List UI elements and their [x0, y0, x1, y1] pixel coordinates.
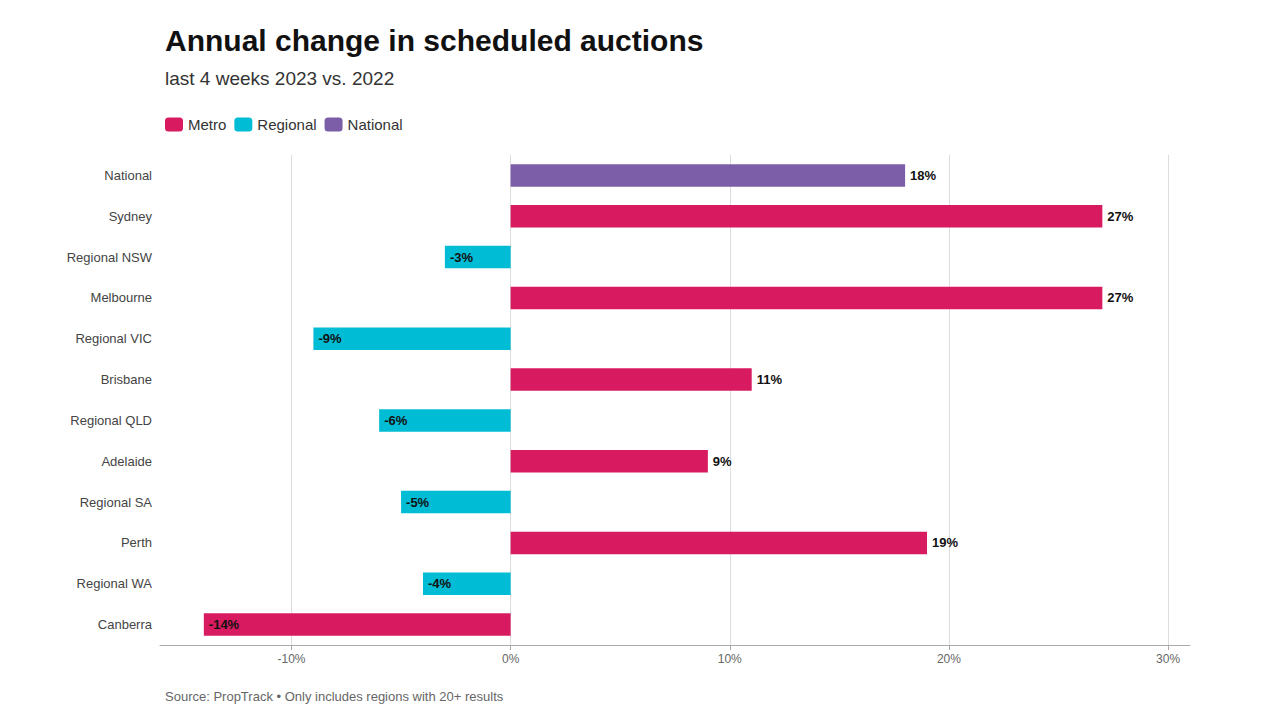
svg-text:-9%: -9%: [318, 331, 342, 346]
svg-text:20%: 20%: [937, 652, 961, 666]
svg-text:-4%: -4%: [428, 576, 452, 591]
svg-text:Metro: Metro: [188, 116, 226, 133]
svg-text:Brisbane: Brisbane: [101, 372, 152, 387]
svg-text:-10%: -10%: [277, 652, 305, 666]
svg-text:National: National: [104, 168, 152, 183]
svg-text:National: National: [348, 116, 403, 133]
svg-text:27%: 27%: [1107, 209, 1133, 224]
svg-text:Adelaide: Adelaide: [101, 454, 152, 469]
svg-text:-5%: -5%: [406, 495, 430, 510]
svg-text:Perth: Perth: [121, 535, 152, 550]
svg-text:11%: 11%: [757, 372, 783, 387]
svg-text:0%: 0%: [502, 652, 520, 666]
svg-text:18%: 18%: [910, 168, 936, 183]
svg-text:last 4 weeks 2023 vs. 2022: last 4 weeks 2023 vs. 2022: [165, 68, 394, 89]
svg-text:Source: PropTrack • Only inclu: Source: PropTrack • Only includes region…: [165, 689, 504, 704]
svg-text:Regional WA: Regional WA: [77, 576, 153, 591]
svg-text:-14%: -14%: [209, 617, 240, 632]
svg-text:Regional QLD: Regional QLD: [70, 413, 152, 428]
svg-text:Regional NSW: Regional NSW: [67, 250, 153, 265]
svg-text:-3%: -3%: [450, 250, 474, 265]
svg-text:-6%: -6%: [384, 413, 408, 428]
svg-text:10%: 10%: [718, 652, 742, 666]
svg-text:Annual change in scheduled auc: Annual change in scheduled auctions: [165, 24, 703, 57]
svg-text:9%: 9%: [713, 454, 732, 469]
svg-text:19%: 19%: [932, 535, 958, 550]
svg-text:Regional VIC: Regional VIC: [75, 331, 152, 346]
svg-text:Sydney: Sydney: [109, 209, 153, 224]
svg-text:27%: 27%: [1107, 290, 1133, 305]
svg-text:30%: 30%: [1156, 652, 1180, 666]
svg-text:Regional: Regional: [257, 116, 316, 133]
svg-text:Regional SA: Regional SA: [80, 495, 153, 510]
svg-text:Melbourne: Melbourne: [91, 290, 152, 305]
svg-text:Canberra: Canberra: [98, 617, 153, 632]
